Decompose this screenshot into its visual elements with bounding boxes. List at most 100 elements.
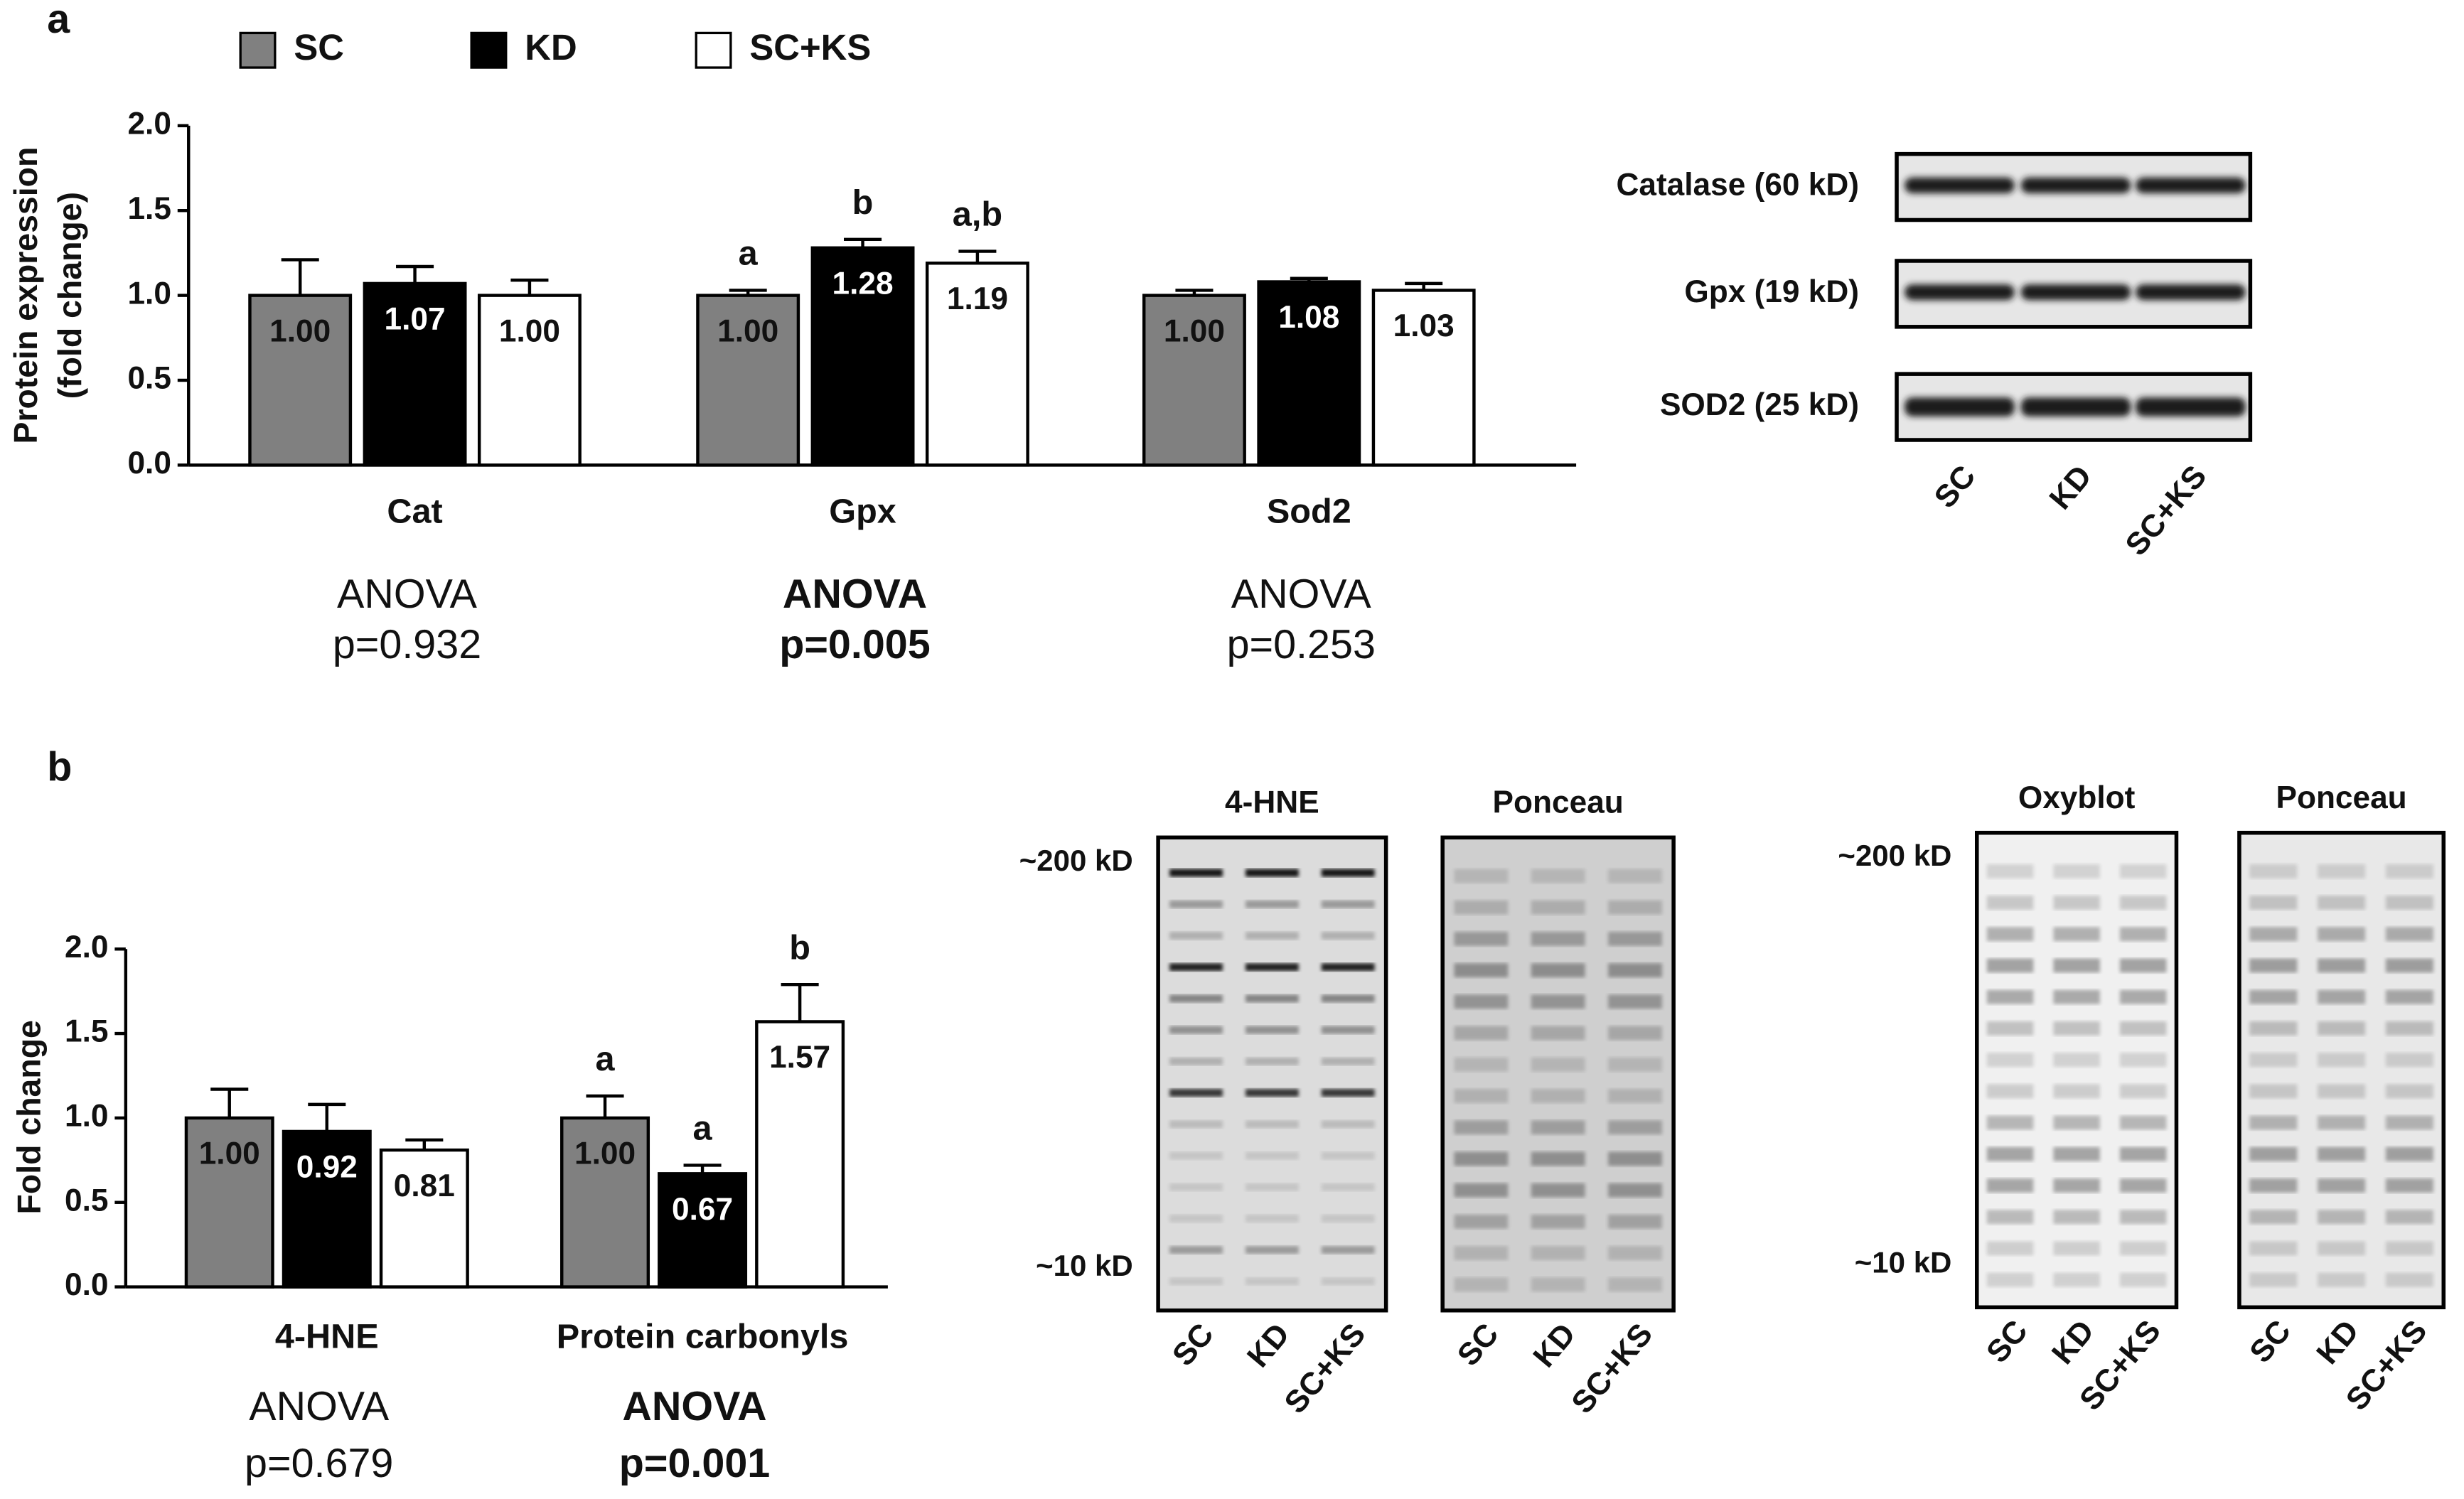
blot-band <box>1321 1214 1375 1223</box>
blot-band <box>2318 1178 2366 1193</box>
value-label: 1.19 <box>947 281 1008 316</box>
blot-band <box>2053 1021 2100 1036</box>
blot-band <box>1454 869 1509 883</box>
blot-band <box>1321 994 1375 1003</box>
y-tick-label: 0.5 <box>127 361 171 396</box>
bar <box>1142 294 1246 467</box>
blot-band <box>1531 994 1585 1009</box>
x-tick-label: Cat <box>387 493 442 531</box>
lane-label: SC <box>1980 1313 2035 1370</box>
bar <box>477 294 582 467</box>
y-tick-label: 2.0 <box>65 930 108 965</box>
x-tick-label: Protein carbonyls <box>557 1317 849 1355</box>
lane-label: SC+KS <box>1277 1317 1372 1420</box>
anova-p: p=0.005 <box>779 622 930 667</box>
blot-band <box>2249 864 2298 879</box>
blot-band <box>1245 1089 1299 1097</box>
blot-band <box>1608 1246 1662 1260</box>
blot-band <box>1454 931 1509 946</box>
blot-band <box>1608 1057 1662 1072</box>
blot-band <box>1905 397 2015 417</box>
x-tick-label: Gpx <box>829 493 896 531</box>
blot-band <box>2119 1021 2167 1036</box>
blot-band <box>1531 1120 1585 1135</box>
blot-band <box>2053 1053 2100 1068</box>
blot-band <box>2385 1115 2433 1130</box>
blot-band <box>2249 896 2298 910</box>
bar <box>282 1129 372 1289</box>
blot-band <box>1608 1120 1662 1135</box>
y-tick-label: 1.5 <box>127 191 171 226</box>
blot-band <box>2020 397 2131 417</box>
legend-swatch <box>695 31 732 69</box>
blot-band <box>2385 1084 2433 1099</box>
blot-band <box>2385 989 2433 1004</box>
blot-band <box>2053 958 2100 973</box>
blot-band <box>1245 931 1299 940</box>
panel-label: b <box>47 744 72 790</box>
x-tick-label: Sod2 <box>1267 493 1351 531</box>
lane-label: SC <box>1166 1317 1221 1373</box>
lane-label: KD <box>2043 459 2099 516</box>
blot-band <box>2385 1021 2433 1036</box>
bar <box>658 1172 748 1289</box>
blot-band <box>1986 896 2034 910</box>
blot-band <box>2249 927 2298 942</box>
blot-band <box>1608 1214 1662 1229</box>
marker-label: ~200 kD <box>1838 839 1951 872</box>
blot-band <box>2318 958 2366 973</box>
bar <box>248 294 353 467</box>
bar <box>696 294 800 467</box>
y-tick-label: 0.0 <box>65 1267 108 1302</box>
blot-band <box>1169 1089 1223 1097</box>
value-label: 1.03 <box>1393 308 1455 343</box>
blot-band <box>1531 931 1585 946</box>
blot-band <box>1531 869 1585 883</box>
blot-band <box>2053 1146 2100 1161</box>
anova-title: ANOVA <box>622 1384 766 1429</box>
blot-band <box>2385 958 2433 973</box>
blot-band <box>1608 963 1662 978</box>
blot-band <box>2249 1241 2298 1256</box>
blot-band <box>1169 1246 1223 1254</box>
blot-band <box>2119 1178 2167 1193</box>
bar <box>560 1116 650 1289</box>
blot-band <box>1245 1183 1299 1191</box>
lane-label: KD <box>1526 1317 1582 1374</box>
blot-frame <box>1440 835 1676 1313</box>
lane-label: SC <box>1928 459 1983 515</box>
blot-band <box>1321 1057 1375 1065</box>
blot-band <box>1986 1146 2034 1161</box>
value-label: 1.08 <box>1278 300 1339 335</box>
blot-band <box>1986 1210 2034 1225</box>
blot-band <box>1986 1178 2034 1193</box>
blot-band <box>1454 1214 1509 1229</box>
anova-p: p=0.001 <box>619 1441 770 1486</box>
blot-band <box>1245 1277 1299 1286</box>
blot-band <box>1169 931 1223 940</box>
anova-title: ANOVA <box>249 1384 390 1429</box>
blot-band <box>1245 1026 1299 1034</box>
value-label: 1.00 <box>574 1137 636 1171</box>
value-label: 1.00 <box>269 313 331 348</box>
value-label: 0.67 <box>672 1192 733 1227</box>
blot-band <box>2318 1146 2366 1161</box>
blot-band <box>1169 1120 1223 1129</box>
blot-frame <box>1156 835 1388 1313</box>
blot-band <box>2318 927 2366 942</box>
blot-band <box>2249 1115 2298 1130</box>
lane-label: SC <box>2243 1313 2298 1370</box>
blot-band <box>1245 1214 1299 1223</box>
blot-band <box>1531 1057 1585 1072</box>
blot-band <box>2249 1021 2298 1036</box>
marker-label: ~200 kD <box>1019 844 1133 877</box>
anova-p: p=0.932 <box>333 622 481 667</box>
blot-band <box>1608 1277 1662 1292</box>
value-label: 0.81 <box>394 1168 455 1203</box>
blot-band <box>1169 963 1223 972</box>
blot-band <box>1169 1214 1223 1223</box>
blot-band <box>2385 1178 2433 1193</box>
blot-band <box>1321 1089 1375 1097</box>
bar <box>184 1116 274 1289</box>
